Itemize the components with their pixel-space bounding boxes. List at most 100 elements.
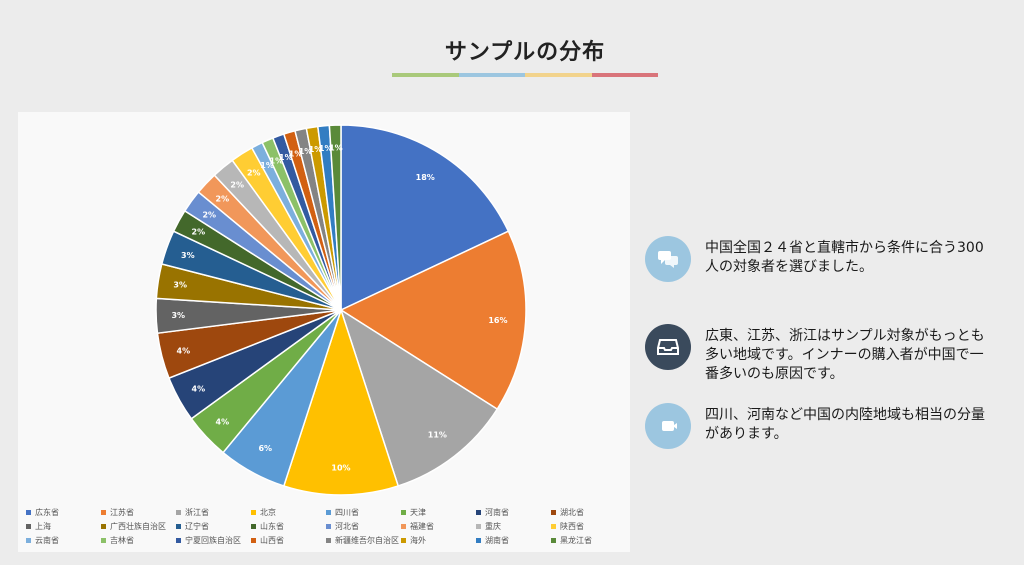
slice-label: 4% [192, 384, 206, 393]
legend-item: 新疆维吾尔自治区 [326, 535, 401, 546]
legend-label: 福建省 [410, 522, 434, 531]
chat-bubbles-icon [645, 236, 691, 282]
legend-swatch [176, 538, 181, 543]
legend-swatch [401, 524, 406, 529]
legend-item: 天津 [401, 507, 476, 518]
legend-label: 河南省 [485, 508, 509, 517]
point-3: 四川、河南など中国の内陸地域も相当の分量があります。 [645, 403, 995, 449]
legend-label: 新疆维吾尔自治区 [335, 536, 399, 545]
legend-swatch [326, 524, 331, 529]
legend-label: 浙江省 [185, 508, 209, 517]
legend-swatch [251, 524, 256, 529]
legend-label: 四川省 [335, 508, 359, 517]
legend-label: 上海 [35, 522, 51, 531]
slice-label: 1% [299, 147, 313, 156]
legend-label: 云南省 [35, 536, 59, 545]
underline-segment [591, 73, 658, 77]
legend-item: 四川省 [326, 507, 401, 518]
slice-label: 2% [202, 210, 216, 219]
slice-label: 3% [181, 251, 195, 260]
legend-label: 湖南省 [485, 536, 509, 545]
slice-label: 3% [171, 311, 185, 320]
pie-slice [339, 308, 499, 487]
legend-item: 広东省 [26, 507, 101, 518]
slice-label: 4% [216, 417, 230, 426]
legend-swatch [101, 538, 106, 543]
slice-label: 2% [216, 195, 230, 204]
legend-swatch [551, 510, 556, 515]
legend-label: 江苏省 [110, 508, 134, 517]
legend-label: 湖北省 [560, 508, 584, 517]
slice-label: 1% [260, 161, 274, 170]
pie-slice [282, 307, 400, 496]
legend-swatch [401, 538, 406, 543]
legend-item: 河南省 [476, 507, 551, 518]
slice-label: 1% [329, 143, 343, 152]
legend-item: 海外 [401, 535, 476, 546]
legend-label: 宁夏回族自治区 [185, 536, 241, 545]
slice-label: 10% [331, 463, 350, 472]
legend-swatch [476, 524, 481, 529]
slice-label: 1% [309, 145, 323, 154]
legend-item: 云南省 [26, 535, 101, 546]
legend-label: 河北省 [335, 522, 359, 531]
legend-swatch [551, 538, 556, 543]
point-1: 中国全国２４省と直轄市から条件に合う300人の対象者を選びました。 [645, 236, 995, 282]
underline-segment [525, 73, 592, 77]
legend-swatch [101, 510, 106, 515]
legend-swatch [551, 524, 556, 529]
legend-item: 上海 [26, 521, 101, 532]
slice-label: 16% [488, 316, 507, 325]
legend-item: 浙江省 [176, 507, 251, 518]
legend-label: 山东省 [260, 522, 284, 531]
chart-legend: 広东省 江苏省 浙江省 北京 四川省 天津 河南省 湖北省 上海 广西壮族自治区 辽宁省 山东省 河北省… [26, 507, 626, 546]
legend-swatch [26, 524, 31, 529]
underline-segment [458, 73, 525, 77]
legend-swatch [176, 510, 181, 515]
slice-label: 4% [177, 346, 191, 355]
legend-label: 重庆 [485, 522, 501, 531]
legend-swatch [101, 524, 106, 529]
legend-swatch [26, 538, 31, 543]
video-camera-icon [645, 403, 691, 449]
legend-swatch [401, 510, 406, 515]
legend-label: 黑龙江省 [560, 536, 592, 545]
legend-item: 山西省 [251, 535, 326, 546]
legend-swatch [176, 524, 181, 529]
legend-swatch [251, 510, 256, 515]
slice-label: 1% [319, 144, 333, 153]
legend-label: 陕西省 [560, 522, 584, 531]
point-text: 四川、河南など中国の内陸地域も相当の分量があります。 [705, 407, 985, 442]
pie-chart: 18%16%11%10%6%4%4%4%3%3%3%2%2%2%2%2%1%1%… [155, 124, 527, 496]
legend-label: 吉林省 [110, 536, 134, 545]
slice-label: 2% [192, 228, 206, 237]
legend-item: 山东省 [251, 521, 326, 532]
point-2: 広東、江苏、浙江はサンプル対象がもっとも多い地域です。インナーの購入者が中国で一… [645, 324, 995, 384]
legend-item: 湖北省 [551, 507, 626, 518]
slice-label: 2% [230, 181, 244, 190]
slice-label: 1% [289, 150, 303, 159]
point-text: 広東、江苏、浙江はサンプル対象がもっとも多い地域です。インナーの購入者が中国で一… [705, 328, 985, 382]
pie-slice [340, 124, 510, 312]
point-text: 中国全国２４省と直轄市から条件に合う300人の対象者を選びました。 [705, 240, 984, 275]
pie-chart-panel: 18% 16% 11% 10% 6% 4% 4% 4% 3% 3% 3% 2% 2% 2% 2% 2% 1% 1%… [18, 112, 630, 552]
slice-label: 18% [416, 173, 435, 182]
legend-label: 广西壮族自治区 [110, 522, 166, 531]
legend-label: 山西省 [260, 536, 284, 545]
legend-item: 重庆 [476, 521, 551, 532]
legend-item: 北京 [251, 507, 326, 518]
slice-label: 2% [247, 169, 261, 178]
legend-item: 江苏省 [101, 507, 176, 518]
slice-label: 11% [428, 430, 447, 439]
legend-item: 黑龙江省 [551, 535, 626, 546]
legend-label: 広东省 [35, 508, 59, 517]
slice-label: 3% [173, 281, 187, 290]
inbox-tray-icon [645, 324, 691, 370]
underline-segment [392, 73, 459, 77]
legend-item: 河北省 [326, 521, 401, 532]
legend-item: 福建省 [401, 521, 476, 532]
slice-label: 1% [270, 157, 284, 166]
pie-slice [328, 124, 342, 311]
slice-label: 1% [279, 153, 293, 162]
pie-slice [339, 230, 527, 411]
